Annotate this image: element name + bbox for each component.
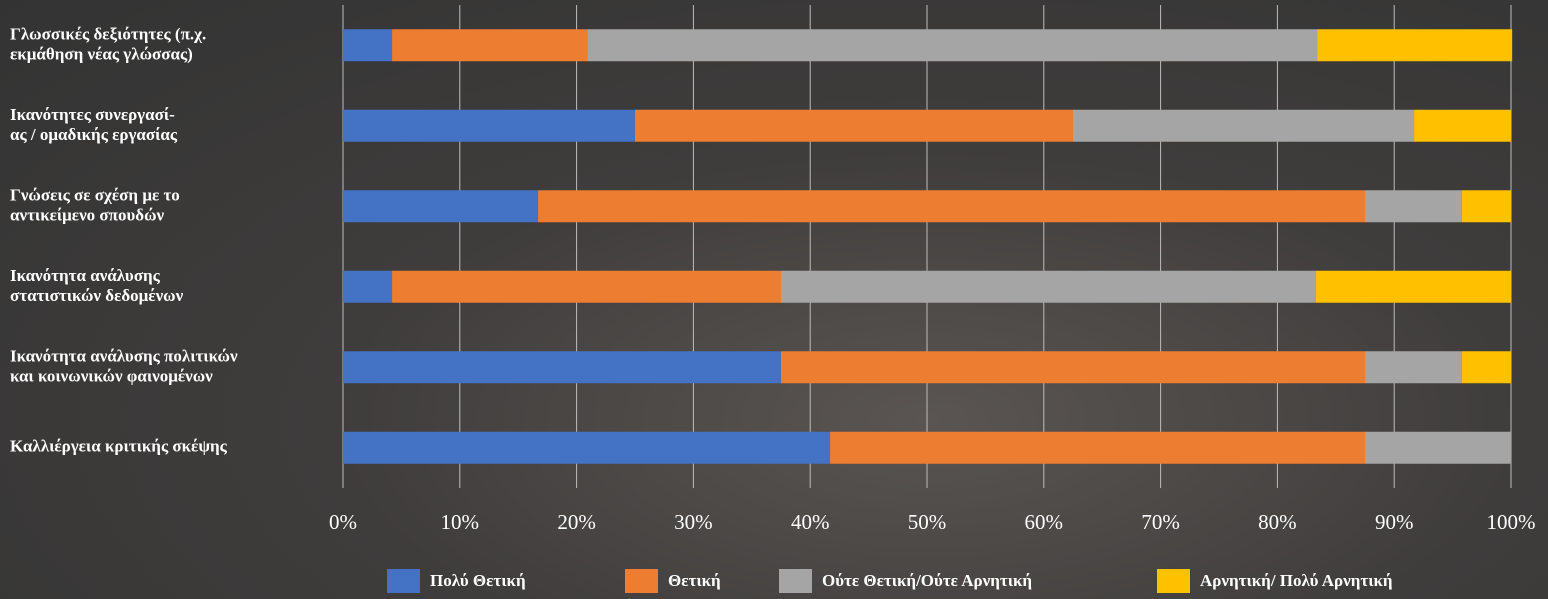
bar-segment (343, 29, 392, 61)
bar-segment (1462, 190, 1511, 222)
x-tick-label: 40% (791, 510, 830, 534)
legend-label: Πολύ Θετική (430, 571, 526, 590)
category-label: Ικανότητες συνεργασί-ας / ομαδικής εργασ… (10, 105, 178, 144)
bar-segment (781, 271, 1316, 303)
legend-swatch (625, 569, 658, 593)
bar-segment (343, 351, 781, 383)
x-tick-label: 10% (441, 510, 480, 534)
legend-label: Ούτε Θετική/Ούτε Αρνητική (822, 571, 1032, 590)
bar-segment (830, 432, 1365, 464)
legend-label: Θετική (668, 571, 721, 590)
bar-segment (635, 110, 1073, 142)
bar-segment (1317, 29, 1512, 61)
bar-segment (1414, 110, 1511, 142)
x-tick-label: 0% (329, 510, 357, 534)
bar-segment (1073, 110, 1414, 142)
category-label: Γλωσσικές δεξιότητες (π.χ.εκμάθηση νέας … (10, 24, 206, 63)
x-tick-label: 30% (674, 510, 713, 534)
x-tick-label: 100% (1487, 510, 1536, 534)
bar-segment (1365, 190, 1462, 222)
bar-segment (343, 271, 392, 303)
category-label: Καλλιέργεια κριτικής σκέψης (10, 437, 228, 456)
bar-segment (1316, 271, 1511, 303)
legend-swatch (387, 569, 420, 593)
bar-segment (392, 29, 587, 61)
legend-swatch (779, 569, 812, 593)
legend-label: Αρνητική/ Πολύ Αρνητική (1200, 571, 1393, 590)
x-tick-label: 80% (1258, 510, 1297, 534)
x-tick-label: 60% (1025, 510, 1064, 534)
legend-swatch (1157, 569, 1190, 593)
bar-segment (587, 29, 1317, 61)
chart: 0% 10% 20% 30% 40% 50% 60% 70% 80% 90% 100% Γλωσσικ… (0, 0, 1548, 599)
bar-segment (1365, 432, 1511, 464)
bar-segment (1462, 351, 1511, 383)
bar-segment (1365, 351, 1462, 383)
x-tick-label: 50% (908, 510, 947, 534)
x-tick-label: 20% (557, 510, 596, 534)
bar-segment (343, 110, 635, 142)
bar-segment (343, 190, 538, 222)
x-tick-label: 90% (1375, 510, 1414, 534)
x-tick-label: 70% (1141, 510, 1180, 534)
bar-segment (538, 190, 1365, 222)
bar-segment (343, 432, 830, 464)
bar-segment (392, 271, 781, 303)
bar-segment (781, 351, 1365, 383)
